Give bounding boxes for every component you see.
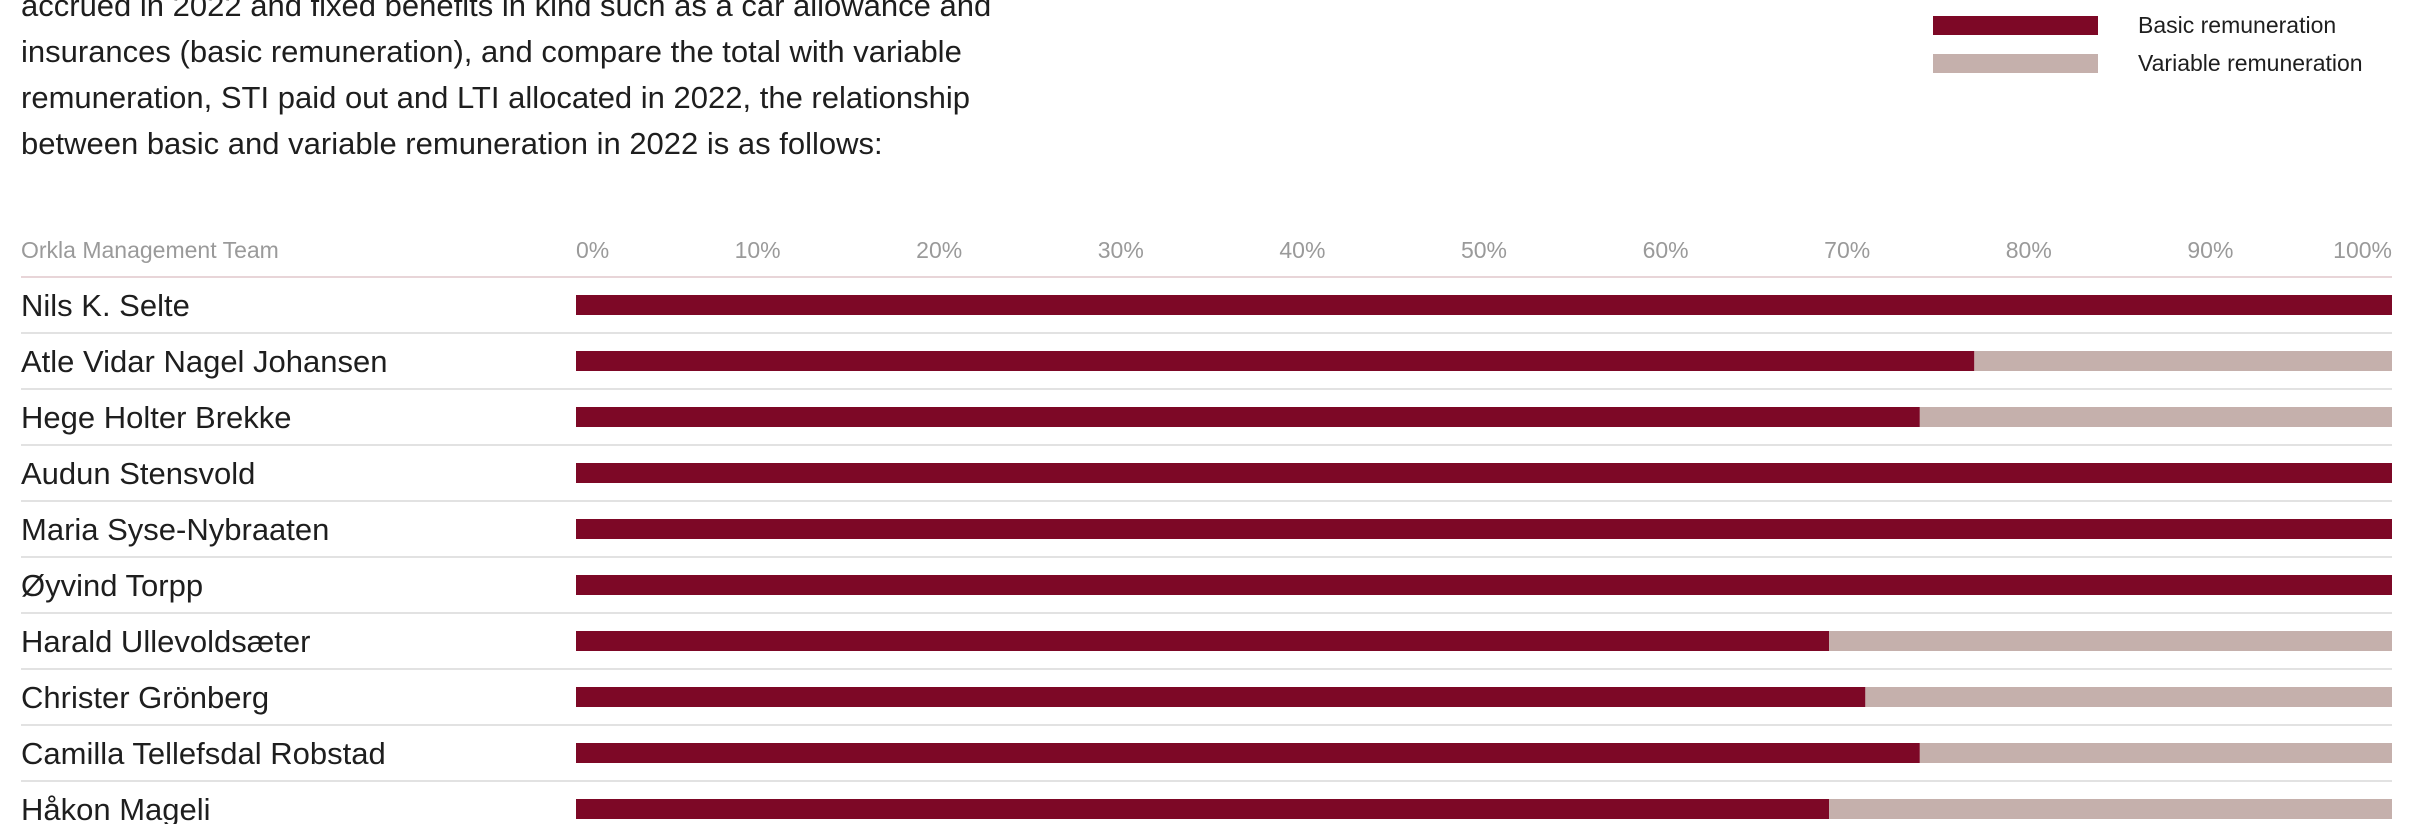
legend-label-basic: Basic remuneration bbox=[2138, 11, 2337, 38]
table-row: Atle Vidar Nagel Johansen bbox=[21, 344, 2392, 390]
legend-swatch-variable bbox=[1933, 53, 2098, 73]
bar-variable bbox=[1919, 407, 2392, 427]
bar-basic bbox=[576, 295, 2392, 315]
bar-basic bbox=[576, 351, 1975, 371]
bar-basic bbox=[576, 407, 1920, 427]
table-row: Maria Syse-Nybraaten bbox=[21, 512, 2392, 558]
table-row: Nils K. Selte bbox=[21, 288, 2392, 334]
x-tick-label: 60% bbox=[1643, 237, 1689, 263]
bar-basic bbox=[576, 799, 1830, 819]
x-tick-label: 40% bbox=[1279, 237, 1325, 263]
intro-line: remuneration, STI paid out and LTI alloc… bbox=[21, 80, 970, 115]
bar-basic bbox=[576, 575, 2392, 595]
row-label: Audun Stensvold bbox=[21, 456, 255, 491]
x-tick-label: 10% bbox=[735, 237, 781, 263]
x-tick-label: 20% bbox=[916, 237, 962, 263]
row-label: Atle Vidar Nagel Johansen bbox=[21, 344, 388, 379]
bar-basic bbox=[576, 687, 1866, 707]
bar-variable bbox=[1865, 687, 2392, 707]
row-label: Camilla Tellefsdal Robstad bbox=[21, 736, 386, 771]
bar-variable bbox=[1829, 799, 2392, 819]
intro-line: accrued in 2022 and fixed benefits in ki… bbox=[21, 0, 992, 23]
table-row: Christer Grönberg bbox=[21, 680, 2392, 726]
bar-basic bbox=[576, 519, 2392, 539]
intro-line: between basic and variable remuneration … bbox=[21, 126, 883, 161]
legend-swatch-basic bbox=[1933, 15, 2098, 35]
bar-basic bbox=[576, 463, 2392, 483]
table-row: Øyvind Torpp bbox=[21, 568, 2392, 614]
bar-basic bbox=[576, 631, 1830, 651]
intro-line: insurances (basic remuneration), and com… bbox=[21, 34, 962, 69]
x-tick-label: 100% bbox=[2333, 237, 2392, 263]
column-header: Orkla Management Team bbox=[21, 237, 279, 263]
row-label: Harald Ullevoldsæter bbox=[21, 624, 310, 659]
row-label: Christer Grönberg bbox=[21, 680, 269, 715]
row-label: Øyvind Torpp bbox=[21, 568, 203, 603]
bar-variable bbox=[1974, 351, 2392, 371]
table-row: Audun Stensvold bbox=[21, 456, 2392, 502]
table-row: Harald Ullevoldsæter bbox=[21, 624, 2392, 670]
x-tick-label: 70% bbox=[1824, 237, 1870, 263]
x-tick-label: 90% bbox=[2187, 237, 2233, 263]
legend-label-variable: Variable remuneration bbox=[2138, 49, 2363, 76]
row-label: Hege Holter Brekke bbox=[21, 400, 292, 435]
x-tick-label: 30% bbox=[1098, 237, 1144, 263]
chart-rows: Nils K. Selte Atle Vidar Nagel Johansen He… bbox=[21, 288, 2392, 824]
x-tick-label: 50% bbox=[1461, 237, 1507, 263]
intro-paragraph: accrued in 2022 and fixed benefits in ki… bbox=[21, 0, 1131, 167]
table-row: Camilla Tellefsdal Robstad bbox=[21, 736, 2392, 782]
legend-item-variable: Variable remuneration bbox=[1933, 44, 2363, 82]
x-tick-label: 0% bbox=[576, 237, 609, 263]
table-row: Håkon Mageli bbox=[21, 792, 2392, 824]
chart-header: Orkla Management Team 0% 10% 20% 30% 40% 50% 60… bbox=[21, 237, 2392, 278]
bar-variable bbox=[1919, 743, 2392, 763]
row-label: Nils K. Selte bbox=[21, 288, 190, 323]
bar-basic bbox=[576, 743, 1920, 763]
bar-variable bbox=[1829, 631, 2392, 651]
x-tick-label: 80% bbox=[2006, 237, 2052, 263]
row-label: Maria Syse-Nybraaten bbox=[21, 512, 329, 547]
row-label: Håkon Mageli bbox=[21, 792, 211, 824]
legend-item-basic: Basic remuneration bbox=[1933, 6, 2336, 44]
table-row: Hege Holter Brekke bbox=[21, 400, 2392, 446]
